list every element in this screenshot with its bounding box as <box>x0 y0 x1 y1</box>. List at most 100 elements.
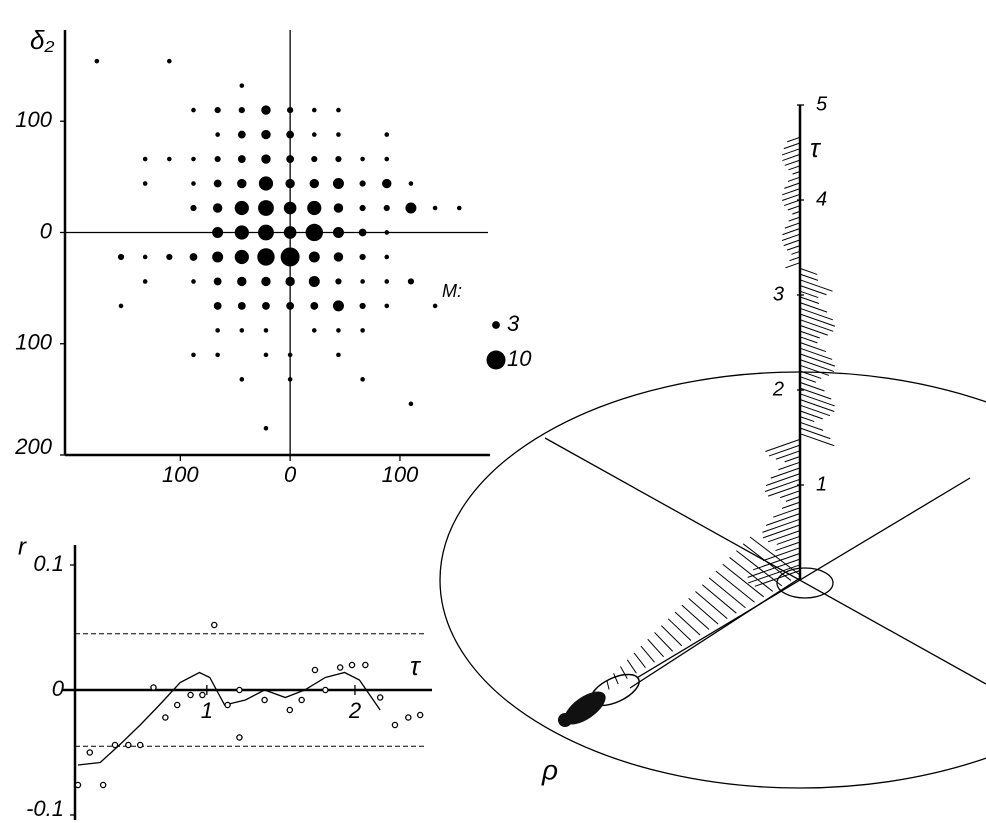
bubble <box>360 328 365 333</box>
hatch <box>800 354 835 366</box>
hatch <box>748 559 800 577</box>
x-tick-label: 1 <box>201 698 213 723</box>
point <box>212 622 217 627</box>
hatch <box>800 400 834 412</box>
hatch <box>785 223 800 228</box>
tau-label: τ <box>810 133 822 163</box>
hatch <box>780 491 800 498</box>
point <box>237 735 242 740</box>
bubble <box>259 176 273 190</box>
bubble <box>306 224 323 241</box>
hatch <box>768 531 800 542</box>
hatch <box>800 434 834 446</box>
hatch <box>763 548 800 561</box>
hatch <box>789 217 800 221</box>
bubble <box>312 132 317 137</box>
bubble <box>287 107 293 113</box>
hatch <box>785 160 800 165</box>
bubble <box>167 59 172 64</box>
hatch <box>800 417 814 422</box>
bubble <box>237 277 246 286</box>
hatch <box>800 365 829 375</box>
hatch <box>788 206 800 210</box>
bubble <box>360 254 366 260</box>
bubble <box>118 254 124 260</box>
hatch <box>788 166 800 170</box>
bubble <box>215 132 220 137</box>
bubble <box>191 108 196 113</box>
bubble <box>285 179 294 188</box>
hatch <box>782 154 800 160</box>
bubble <box>335 156 341 162</box>
hatch <box>784 143 800 149</box>
bubble <box>214 302 222 310</box>
hatch <box>668 619 691 641</box>
hatch <box>787 246 800 251</box>
hatch <box>782 234 800 240</box>
tau-tick-label: 3 <box>773 283 784 305</box>
illustration <box>440 372 986 788</box>
bubble <box>360 205 366 211</box>
bubble <box>143 157 148 162</box>
bubble <box>288 353 293 358</box>
bubble <box>261 130 270 139</box>
point <box>378 695 383 700</box>
hatch <box>800 428 830 439</box>
hatch <box>783 229 800 235</box>
bubble <box>214 180 222 188</box>
point <box>287 707 292 712</box>
hatch <box>785 263 800 268</box>
bubble <box>312 108 317 113</box>
bubble <box>258 200 274 216</box>
bubble <box>281 247 300 266</box>
hatch <box>782 502 800 508</box>
bubble <box>286 302 294 310</box>
ground-circle <box>440 372 986 788</box>
bubble <box>408 278 414 284</box>
bubble <box>335 278 341 284</box>
bubble <box>333 227 344 238</box>
hatch <box>782 149 800 155</box>
bubble <box>240 328 245 333</box>
hatch <box>800 343 826 352</box>
bubble <box>214 278 222 286</box>
hatch <box>800 388 831 399</box>
bubble <box>240 83 245 88</box>
point <box>126 742 131 747</box>
hatch <box>675 612 700 635</box>
bubble <box>240 377 245 382</box>
bubble <box>167 157 172 162</box>
x-tick-label: 100 <box>162 462 199 487</box>
hatch <box>800 325 828 335</box>
hatch <box>702 585 736 613</box>
hatch <box>787 137 800 141</box>
bubble <box>336 353 341 358</box>
point <box>363 662 368 667</box>
bubble <box>286 131 294 139</box>
bubble <box>312 328 317 333</box>
hatch <box>800 286 827 295</box>
bubble <box>261 277 270 286</box>
hatch <box>800 320 833 332</box>
hatch <box>769 445 800 456</box>
bubble <box>311 156 317 162</box>
hatch <box>789 257 800 261</box>
hatch <box>784 200 800 206</box>
bubble <box>264 328 269 333</box>
bubble <box>309 251 320 262</box>
point <box>392 722 397 727</box>
y-tick-label: 0 <box>40 218 53 243</box>
bubble <box>334 252 343 261</box>
bubble <box>261 154 270 163</box>
bubble <box>215 328 220 333</box>
hatch <box>788 177 800 181</box>
bubble <box>360 303 366 309</box>
hatch <box>709 578 745 608</box>
hatch <box>786 496 800 501</box>
bubble <box>257 248 274 265</box>
hatch <box>689 598 719 624</box>
hatch <box>800 314 835 326</box>
hatch <box>648 639 664 657</box>
bubble <box>286 155 294 163</box>
hatch <box>800 297 819 304</box>
